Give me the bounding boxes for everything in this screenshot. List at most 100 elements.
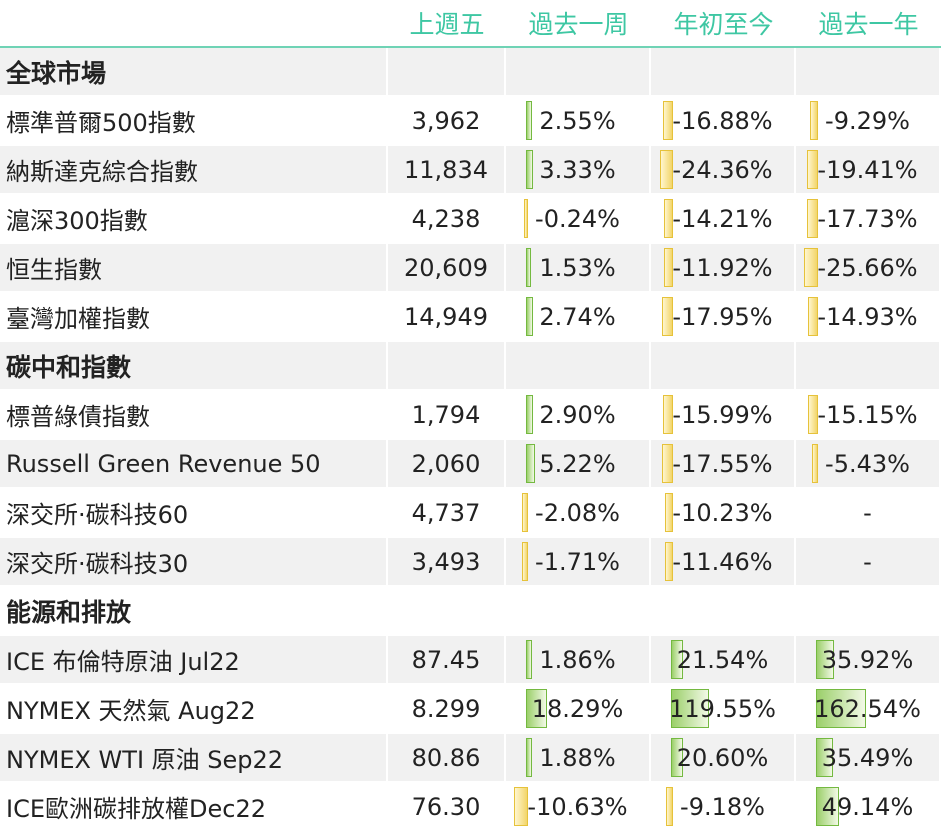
ytd-bar <box>665 787 673 826</box>
last-friday-value: 2,060 <box>388 440 506 489</box>
year-value: 35.92% <box>821 645 914 674</box>
last-friday-value: 3,962 <box>388 97 506 146</box>
year-value: 35.49% <box>821 743 914 772</box>
header-name <box>0 0 388 48</box>
ytd-value: -11.46% <box>672 547 773 576</box>
section-row: 能源和排放 <box>0 587 941 636</box>
row-name: 恒生指數 <box>0 244 388 293</box>
year-cell: - <box>796 489 941 538</box>
week-cell: -0.24% <box>506 195 651 244</box>
empty-cell <box>506 48 651 97</box>
year-value: -5.43% <box>825 449 910 478</box>
empty-cell <box>651 342 796 391</box>
last-friday-value: 87.45 <box>388 636 506 685</box>
week-cell: 1.53% <box>506 244 651 293</box>
ytd-value: -15.99% <box>672 400 773 429</box>
year-cell: -9.29% <box>796 97 941 146</box>
week-value: 5.22% <box>539 449 616 478</box>
empty-cell <box>651 48 796 97</box>
year-bar <box>816 640 834 679</box>
year-bar <box>816 787 839 826</box>
year-cell: 35.92% <box>796 636 941 685</box>
week-value: 18.29% <box>531 694 624 723</box>
row-name: 標準普爾500指數 <box>0 97 388 146</box>
ytd-cell: -11.46% <box>651 538 796 587</box>
ytd-cell: 21.54% <box>651 636 796 685</box>
empty-cell <box>388 342 506 391</box>
week-bar <box>513 787 528 826</box>
empty-cell <box>651 587 796 636</box>
week-value: 3.33% <box>539 155 616 184</box>
empty-cell <box>388 48 506 97</box>
week-value: -0.24% <box>535 204 620 233</box>
table-row: 深交所·碳科技60 4,737 -2.08% -10.23% - <box>0 489 941 538</box>
week-bar <box>526 395 533 434</box>
ytd-value: -9.18% <box>680 792 765 821</box>
week-bar <box>526 150 534 189</box>
week-value: -2.08% <box>535 498 620 527</box>
year-value: -17.73% <box>817 204 918 233</box>
year-cell: 162.54% <box>796 685 941 734</box>
last-friday-value: 3,493 <box>388 538 506 587</box>
table-row: Russell Green Revenue 50 2,060 5.22% -17.55… <box>0 440 941 489</box>
ytd-value: -10.23% <box>672 498 773 527</box>
week-cell: 2.90% <box>506 391 651 440</box>
empty-cell <box>388 587 506 636</box>
row-name: ICE歐洲碳排放權Dec22 <box>0 783 388 832</box>
ytd-value: -16.88% <box>672 106 773 135</box>
ytd-cell: -9.18% <box>651 783 796 832</box>
ytd-bar <box>662 444 673 483</box>
row-name: NYMEX 天然氣 Aug22 <box>0 685 388 734</box>
last-friday-value: 80.86 <box>388 734 506 783</box>
year-value: - <box>863 498 872 527</box>
row-name: 深交所·碳科技30 <box>0 538 388 587</box>
ytd-bar <box>662 297 673 336</box>
header-past-week: 過去一周 <box>506 0 651 48</box>
last-friday-value: 11,834 <box>388 146 506 195</box>
week-bar <box>523 199 528 238</box>
ytd-value: -11.92% <box>672 253 773 282</box>
week-bar <box>526 248 532 287</box>
ytd-bar <box>664 542 673 581</box>
week-cell: 2.74% <box>506 293 651 342</box>
section-title: 全球市場 <box>0 48 388 97</box>
year-value: - <box>863 547 872 576</box>
week-bar <box>522 493 528 532</box>
year-value: 49.14% <box>821 792 914 821</box>
section-row: 全球市場 <box>0 48 941 97</box>
row-name: Russell Green Revenue 50 <box>0 440 388 489</box>
year-cell: 35.49% <box>796 734 941 783</box>
ytd-cell: -15.99% <box>651 391 796 440</box>
week-value: 2.74% <box>539 302 616 331</box>
week-cell: 1.88% <box>506 734 651 783</box>
ytd-value: 119.55% <box>669 694 776 723</box>
year-value: -9.29% <box>825 106 910 135</box>
week-cell: 5.22% <box>506 440 651 489</box>
ytd-bar <box>671 738 683 777</box>
year-cell: -15.15% <box>796 391 941 440</box>
row-name: 納斯達克綜合指數 <box>0 146 388 195</box>
table-row: 臺灣加權指數 14,949 2.74% -17.95% -14.93% <box>0 293 941 342</box>
year-value: -15.15% <box>817 400 918 429</box>
year-cell: -25.66% <box>796 244 941 293</box>
ytd-bar <box>662 395 673 434</box>
table-row: 納斯達克綜合指數 11,834 3.33% -24.36% -19.41% <box>0 146 941 195</box>
year-cell: 49.14% <box>796 783 941 832</box>
ytd-cell: 20.60% <box>651 734 796 783</box>
week-cell: -10.63% <box>506 783 651 832</box>
ytd-cell: -14.21% <box>651 195 796 244</box>
row-name: NYMEX WTI 原油 Sep22 <box>0 734 388 783</box>
week-bar <box>522 542 528 581</box>
week-bar <box>526 297 533 336</box>
table-row: ICE 布倫特原油 Jul22 87.45 1.86% 21.54% 35.92% <box>0 636 941 685</box>
year-bar <box>808 395 818 434</box>
year-cell: -5.43% <box>796 440 941 489</box>
ytd-cell: -11.92% <box>651 244 796 293</box>
empty-cell <box>796 587 941 636</box>
table-row: 標準普爾500指數 3,962 2.55% -16.88% -9.29% <box>0 97 941 146</box>
ytd-bar <box>665 493 673 532</box>
row-name: 滬深300指數 <box>0 195 388 244</box>
week-value: 1.53% <box>539 253 616 282</box>
last-friday-value: 8.299 <box>388 685 506 734</box>
